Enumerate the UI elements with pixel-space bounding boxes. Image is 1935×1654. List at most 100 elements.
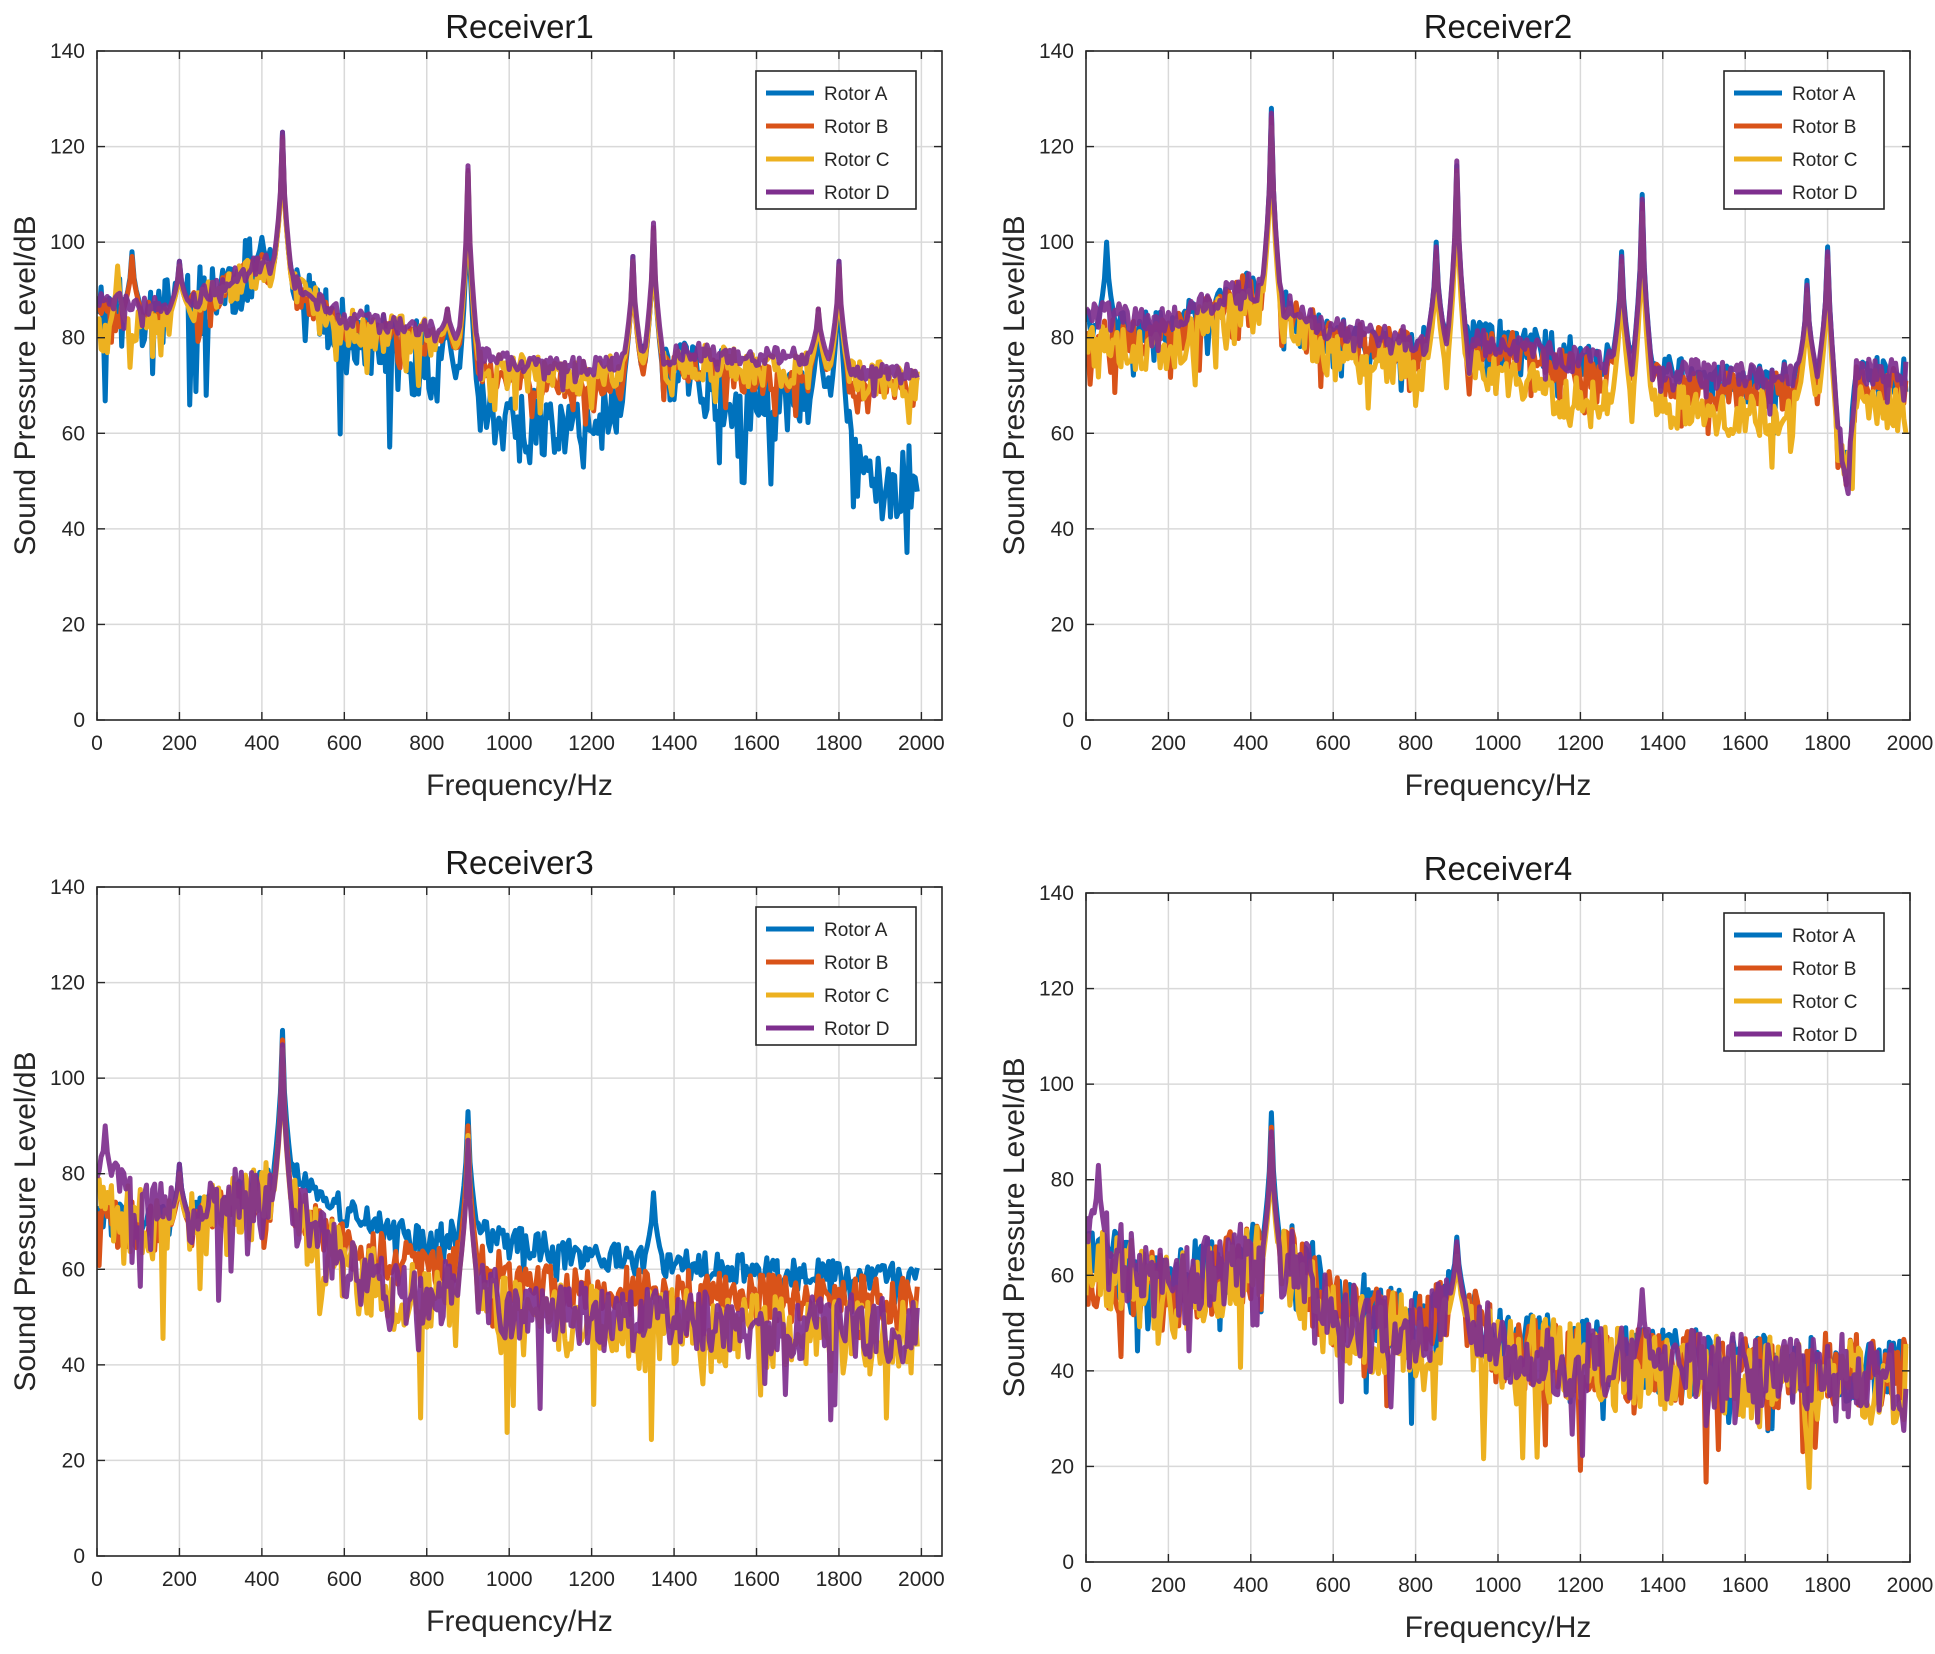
x-tick-label: 1800: [816, 732, 863, 755]
legend-entry: Rotor B: [824, 117, 888, 138]
series-group: [1086, 105, 1909, 497]
x-tick-label: 600: [1316, 1574, 1351, 1597]
y-tick-label: 120: [50, 972, 85, 995]
series-line-rotor-d: [97, 129, 920, 399]
y-tick-label: 120: [1039, 136, 1074, 159]
series-line-rotor-c: [97, 139, 920, 425]
y-tick-label: 0: [73, 1545, 85, 1568]
x-tick-label: 1600: [733, 732, 780, 755]
legend-entry: Rotor C: [1792, 992, 1857, 1013]
x-tick-label: 2000: [898, 1568, 945, 1591]
legend-entry: Rotor B: [1792, 959, 1856, 980]
x-tick-label: 1600: [733, 1568, 780, 1591]
x-tick-label: 0: [91, 1568, 103, 1591]
y-tick-label: 20: [62, 613, 85, 636]
x-tick-label: 1400: [1639, 732, 1686, 755]
y-tick-label: 80: [62, 327, 85, 350]
y-axis-label: Sound Pressure Level/dB: [9, 1051, 42, 1391]
y-tick-label: 60: [62, 1258, 85, 1281]
chart-2: 0 200 400 600 800 1000 1200 1400 1600 1800 2000 0 20…: [998, 8, 1933, 802]
x-tick-label: 1200: [568, 1568, 615, 1591]
legend-entry: Rotor A: [824, 84, 888, 105]
chart-3: 0 200 400 600 800 1000 1200 1400 1600 1800 2000 0 20…: [9, 844, 945, 1638]
y-tick-label: 40: [62, 518, 85, 541]
y-tick-label: 120: [1039, 978, 1074, 1001]
y-tick-label: 0: [1062, 1551, 1074, 1574]
legend-entry: Rotor B: [1792, 117, 1856, 138]
y-tick-label: 40: [62, 1354, 85, 1377]
y-tick-label: 100: [50, 231, 85, 254]
y-axis-label: Sound Pressure Level/dB: [998, 215, 1031, 555]
y-tick-label: 100: [1039, 1073, 1074, 1096]
x-tick-label: 800: [1398, 1574, 1433, 1597]
legend: Rotor A Rotor B Rotor C Rotor D: [755, 906, 917, 1046]
series-group: [97, 129, 920, 555]
legend-entry: Rotor A: [1792, 926, 1856, 947]
y-tick-label: 80: [1051, 1169, 1074, 1192]
x-tick-label: 2000: [1887, 1574, 1934, 1597]
y-tick-label: 100: [50, 1067, 85, 1090]
x-tick-label: 1400: [651, 1568, 698, 1591]
axes-box: [96, 50, 943, 721]
y-tick-label: 0: [73, 709, 85, 732]
x-tick-label: 1800: [1804, 1574, 1851, 1597]
chart-1: 0 200 400 600 800 1000 1200 1400 1600 1800 2000 0 20…: [9, 8, 945, 802]
x-tick-label: 1200: [568, 732, 615, 755]
x-tick-label: 1200: [1557, 732, 1604, 755]
x-axis-label: Frequency/Hz: [1405, 769, 1592, 802]
y-tick-label: 80: [1051, 327, 1074, 350]
x-tick-label: 400: [1233, 732, 1268, 755]
legend-entry: Rotor A: [824, 920, 888, 941]
series-line-rotor-c: [1086, 125, 1909, 492]
x-tick-label: 800: [409, 732, 444, 755]
x-axis-label: Frequency/Hz: [1405, 1611, 1592, 1644]
x-tick-label: 400: [244, 732, 279, 755]
y-tick-label: 100: [1039, 231, 1074, 254]
y-tick-label: 40: [1051, 1360, 1074, 1383]
x-tick-label: 400: [1233, 1574, 1268, 1597]
legend-entry: Rotor D: [824, 1019, 889, 1040]
x-tick-label: 200: [162, 1568, 197, 1591]
x-tick-label: 800: [409, 1568, 444, 1591]
x-tick-label: 1800: [1804, 732, 1851, 755]
x-tick-label: 1000: [486, 732, 533, 755]
chart-title: Receiver2: [1424, 8, 1573, 45]
y-tick-label: 140: [50, 40, 85, 63]
legend-entry: Rotor C: [824, 150, 889, 171]
x-tick-label: 1400: [651, 732, 698, 755]
y-tick-label: 60: [1051, 422, 1074, 445]
x-tick-label: 1000: [1475, 732, 1522, 755]
chart-title: Receiver1: [445, 8, 594, 45]
series-line-rotor-a: [97, 129, 920, 555]
x-axis-label: Frequency/Hz: [426, 1605, 613, 1638]
y-tick-label: 140: [50, 876, 85, 899]
x-tick-label: 200: [1151, 1574, 1186, 1597]
series-group: [1086, 1110, 1909, 1490]
legend: Rotor A Rotor B Rotor C Rotor D: [1723, 70, 1885, 210]
x-tick-label: 1600: [1722, 1574, 1769, 1597]
y-tick-label: 60: [62, 422, 85, 445]
x-tick-label: 0: [1080, 732, 1092, 755]
x-tick-label: 0: [91, 732, 103, 755]
x-tick-label: 1000: [486, 1568, 533, 1591]
series-line-rotor-d: [97, 1042, 920, 1423]
x-tick-label: 1600: [1722, 732, 1769, 755]
series-group: [97, 1027, 920, 1443]
legend-entry: Rotor C: [1792, 150, 1857, 171]
y-axis-label: Sound Pressure Level/dB: [998, 1057, 1031, 1397]
y-tick-label: 120: [50, 136, 85, 159]
y-axis-label: Sound Pressure Level/dB: [9, 215, 42, 555]
y-tick-label: 20: [1051, 613, 1074, 636]
x-tick-label: 200: [1151, 732, 1186, 755]
x-tick-label: 200: [162, 732, 197, 755]
x-tick-label: 1400: [1639, 1574, 1686, 1597]
x-tick-label: 600: [1316, 732, 1351, 755]
legend-box: [755, 906, 917, 1046]
x-tick-label: 400: [244, 1568, 279, 1591]
chart-4: 0 200 400 600 800 1000 1200 1400 1600 1800 2000 0 20…: [998, 850, 1933, 1644]
x-tick-label: 800: [1398, 732, 1433, 755]
chart-title: Receiver4: [1424, 850, 1573, 887]
x-tick-label: 600: [327, 1568, 362, 1591]
y-tick-label: 20: [1051, 1455, 1074, 1478]
x-tick-label: 1000: [1475, 1574, 1522, 1597]
